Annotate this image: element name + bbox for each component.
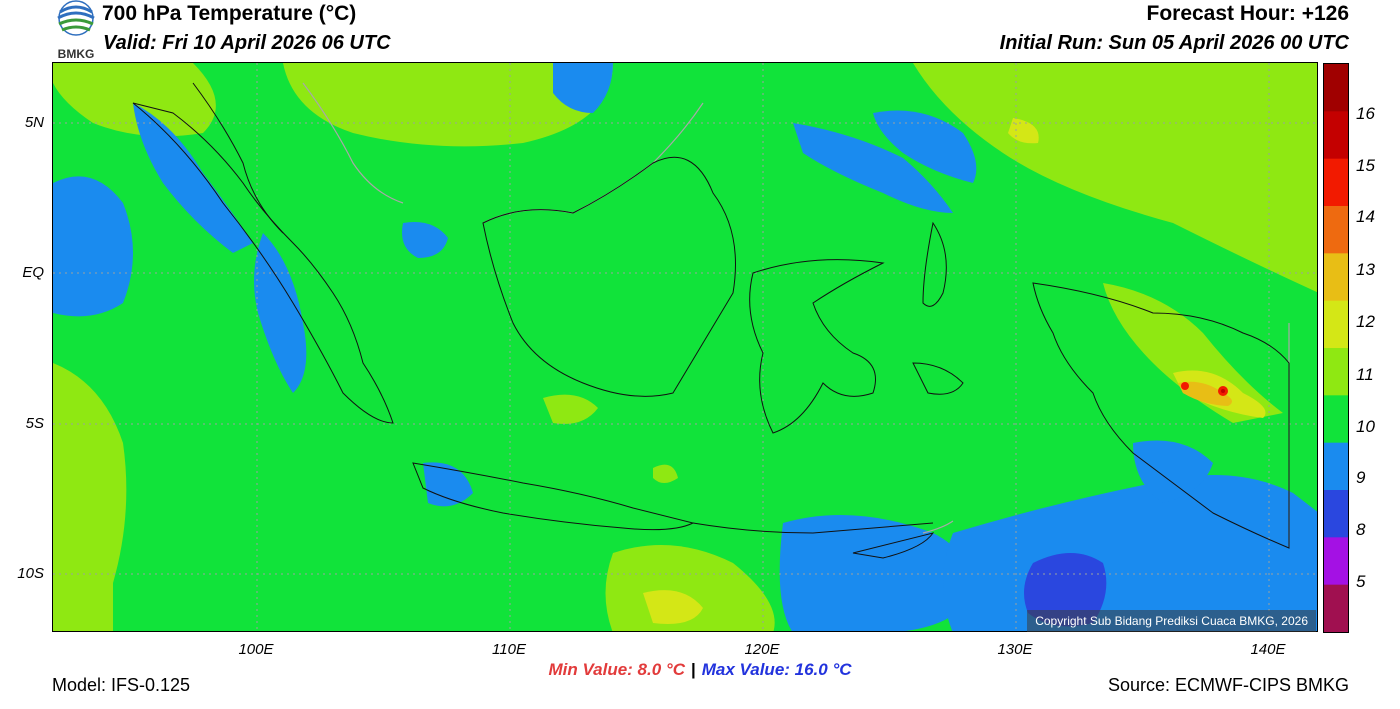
field-level-9-sulawesi-north xyxy=(793,123,953,213)
colorbar-swatch xyxy=(1324,64,1348,112)
valid-time: Valid: Fri 10 April 2026 06 UTC xyxy=(103,32,391,54)
colorbar-swatch xyxy=(1324,111,1348,160)
coast-malay-peninsula xyxy=(192,82,284,234)
colorbar-swatch xyxy=(1324,584,1348,633)
colorbar-svg xyxy=(1324,64,1348,633)
colorbar-swatch xyxy=(1324,300,1348,349)
field-level-9-west xyxy=(53,176,133,317)
lon-label-120e: 120E xyxy=(744,641,780,658)
field-level-9-timor xyxy=(779,515,973,631)
lat-label-10s: 10S xyxy=(17,565,44,582)
min-max-values: Min Value: 8.0 °C | Max Value: 16.0 °C xyxy=(0,660,1400,680)
field-level-12-south xyxy=(643,590,703,624)
field-level-9-java-sea xyxy=(423,462,473,507)
lat-label-eq: EQ xyxy=(22,264,44,281)
initial-run: Initial Run: Sun 05 April 2026 00 UTC xyxy=(999,32,1349,54)
colorbar-label-5: 5 xyxy=(1356,572,1366,591)
map-title: 700 hPa Temperature (°C) xyxy=(102,2,357,25)
model-label: Model: IFS-0.125 xyxy=(52,675,191,695)
coast-sulawesi xyxy=(749,259,885,434)
field-level-9-sumatra xyxy=(254,233,307,393)
colorbar-label-16: 16 xyxy=(1356,104,1375,123)
logo-text: BMKG xyxy=(58,47,95,60)
coast-maluku xyxy=(922,221,947,307)
field-level-11-north xyxy=(283,63,613,147)
lon-label-130e: 130E xyxy=(997,641,1033,658)
colorbar-swatch xyxy=(1324,395,1348,444)
coast-papua xyxy=(1032,282,1290,549)
field-level-13-papua xyxy=(1178,381,1232,406)
field-level-9-north-strip xyxy=(553,63,613,113)
colorbar-label-11: 11 xyxy=(1356,365,1374,384)
coast-timor xyxy=(852,532,935,559)
colorbar-swatch xyxy=(1324,537,1348,586)
colorbar-label-15: 15 xyxy=(1356,156,1375,175)
temperature-map[interactable] xyxy=(52,62,1318,632)
bmkg-logo-icon: BMKG xyxy=(57,0,95,61)
min-value: Min Value: 8.0 °C xyxy=(548,660,685,679)
colorbar-swatch xyxy=(1324,253,1348,302)
coast-sumatra xyxy=(132,102,394,424)
coast-kalimantan xyxy=(482,156,736,397)
lon-label-100e: 100E xyxy=(238,641,274,658)
field-level-11-nw xyxy=(53,63,216,137)
colorbar-label-10: 10 xyxy=(1356,417,1375,436)
map-gridlines xyxy=(53,63,1317,631)
field-level-11-patch xyxy=(543,394,598,424)
colorbar-label-12: 12 xyxy=(1356,312,1375,331)
colorbar-swatch xyxy=(1324,490,1348,538)
field-level-16-spot xyxy=(1221,389,1225,393)
field-level-8-arafura xyxy=(1024,553,1107,627)
field-level-9-celebes-sea xyxy=(873,110,977,183)
colorbar-swatch xyxy=(1324,206,1348,254)
coast-halmahera xyxy=(912,362,964,395)
lat-label-5s: 5S xyxy=(25,415,44,432)
coast-nusa-tenggara xyxy=(692,522,934,534)
colorbar-swatch xyxy=(1324,348,1348,396)
field-level-11-sw xyxy=(53,363,127,631)
coastlines xyxy=(132,82,1290,559)
bmkg-logo: BMKG xyxy=(52,0,100,61)
field-level-9-sumatra-north xyxy=(133,103,253,253)
max-value: Max Value: 16.0 °C xyxy=(701,660,852,679)
field-level-9-karimata xyxy=(402,222,448,258)
lon-label-140e: 140E xyxy=(1250,641,1286,658)
temperature-colorbar xyxy=(1323,63,1349,633)
field-level-11-patch-2 xyxy=(653,464,678,483)
colorbar-swatch xyxy=(1324,158,1348,207)
field-level-15-spot-1 xyxy=(1181,382,1189,390)
lon-label-110e: 110E xyxy=(492,641,526,658)
copyright-note: Copyright Sub Bidang Prediksi Cuaca BMKG… xyxy=(1027,610,1316,632)
field-level-9-south-papua xyxy=(1133,440,1213,503)
colorbar-label-9: 9 xyxy=(1356,468,1366,487)
coast-java xyxy=(412,462,695,531)
field-level-11-south xyxy=(605,545,775,631)
forecast-hour: Forecast Hour: +126 xyxy=(1146,2,1350,25)
temperature-field-svg xyxy=(53,63,1317,631)
colorbar-label-13: 13 xyxy=(1356,260,1375,279)
colorbar-label-8: 8 xyxy=(1356,520,1366,539)
colorbar-swatch xyxy=(1324,442,1348,491)
colorbar-label-14: 14 xyxy=(1356,207,1375,226)
min-max-separator: | xyxy=(690,660,696,679)
lat-label-5n: 5N xyxy=(24,114,44,131)
source-label: Source: ECMWF-CIPS BMKG xyxy=(1107,675,1349,695)
field-level-11-papua xyxy=(1103,283,1283,423)
